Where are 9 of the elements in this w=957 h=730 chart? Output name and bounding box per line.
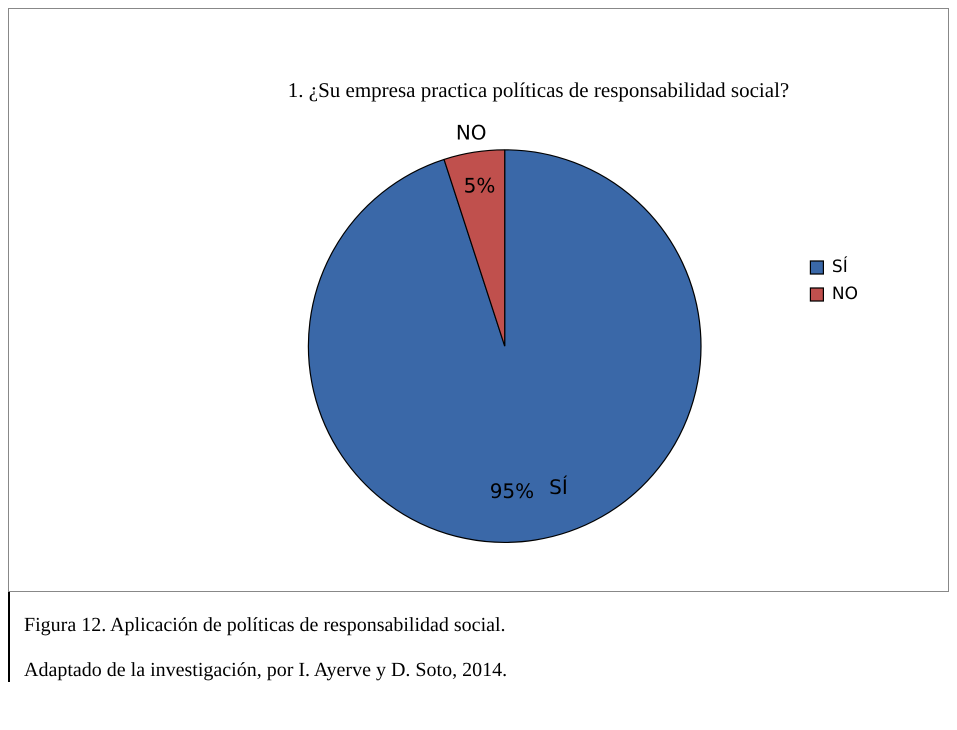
text: Figura 12. Aplicación de políticas de responsabilidad social. bbox=[24, 614, 507, 637]
data-label: 5% bbox=[464, 173, 496, 198]
data-label: 95% bbox=[490, 479, 534, 504]
chart-title: 1. ¿Su empresa practica políticas de responsabilidad social? bbox=[288, 78, 790, 102]
text: Adaptado de la investigación, por I. Ayerve y D. Soto, 2014. bbox=[24, 659, 508, 682]
slice-label: NO bbox=[456, 120, 487, 145]
slice-label: SÍ bbox=[549, 475, 568, 500]
legend-label: NO bbox=[832, 284, 858, 304]
legend-label: SÍ bbox=[832, 256, 848, 277]
